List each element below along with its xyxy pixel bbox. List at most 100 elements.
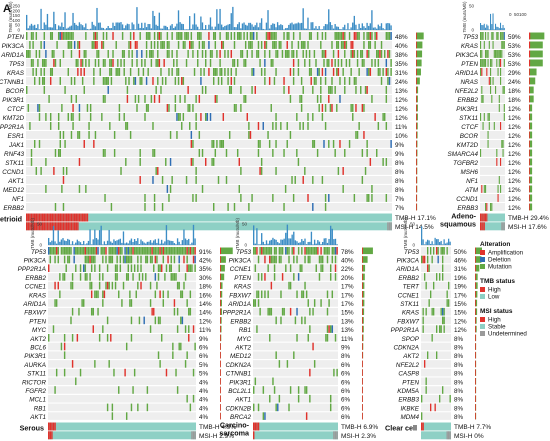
alteration-cell <box>487 32 489 40</box>
frequency-amp-segment <box>475 291 476 298</box>
alteration-legend-swatch <box>480 250 485 255</box>
alteration-cell <box>428 299 430 307</box>
alteration-cell <box>276 50 279 58</box>
row-background <box>26 158 392 166</box>
gene-frequency: 4% <box>199 388 209 395</box>
alteration-cell <box>146 386 149 394</box>
alteration-cell <box>302 176 304 184</box>
alteration-cell <box>288 281 290 290</box>
tmb-high-cell <box>40 213 42 222</box>
alteration-cell <box>308 68 311 76</box>
alteration-cell <box>384 113 386 121</box>
alteration-cell <box>312 176 314 184</box>
alteration-cell <box>336 32 338 40</box>
tmb-bar <box>296 241 298 245</box>
alteration-cell <box>270 307 273 316</box>
gene-row: FBXW7 14% <box>24 307 222 317</box>
alteration-cell <box>176 59 178 67</box>
alteration-cell <box>111 412 114 420</box>
alteration-cell <box>197 32 199 40</box>
alteration-cell <box>54 203 57 211</box>
alteration-cell <box>264 273 266 281</box>
msi-legend-swatch <box>480 317 485 322</box>
tmb-bar <box>222 27 224 30</box>
tmb-tick-label: 50 <box>469 4 475 9</box>
tmb-bar <box>439 242 441 245</box>
tmb-bar <box>38 29 41 30</box>
alteration-cell <box>500 77 502 85</box>
alteration-cell <box>422 316 424 325</box>
alteration-cell <box>495 50 497 58</box>
alteration-cell <box>307 41 309 49</box>
gene-row: TP53 59% <box>463 32 545 41</box>
alteration-cell <box>106 316 109 325</box>
gene-row: TGFBR2 12% <box>453 158 533 167</box>
alteration-cell <box>267 131 269 139</box>
frequency-amp-segment <box>416 140 417 148</box>
gene-frequency: 8% <box>454 414 464 421</box>
alteration-cell <box>334 264 337 272</box>
alteration-cell <box>324 50 327 58</box>
alteration-cell <box>387 77 389 85</box>
tmb-high-cell <box>78 213 81 222</box>
frequency-bar <box>529 41 543 49</box>
alteration-cell <box>289 386 292 394</box>
alteration-cell <box>137 281 139 290</box>
tmb-high-cell <box>56 213 58 222</box>
gene-name: TP53 <box>9 61 25 68</box>
tmb-bar <box>177 10 180 30</box>
alteration-cell <box>101 113 103 121</box>
alteration-cell <box>123 59 125 67</box>
frequency-amp-segment <box>529 203 530 211</box>
alteration-cell <box>264 77 266 85</box>
alteration-cell <box>94 247 96 255</box>
alteration-cell <box>425 281 427 290</box>
tmb-bar <box>170 240 172 245</box>
frequency-amp-segment <box>416 158 417 166</box>
alteration-cell <box>126 86 129 94</box>
row-background <box>421 377 451 386</box>
alteration-cell <box>194 247 196 255</box>
gene-name: RICTOR <box>22 379 46 386</box>
tmb-high-cell <box>57 213 60 222</box>
alteration-cell <box>51 68 54 76</box>
alteration-cell <box>422 307 424 316</box>
alteration-cell <box>350 104 352 112</box>
alteration-cell <box>62 203 65 211</box>
alteration-cell <box>73 77 76 85</box>
frequency-amp-segment <box>362 308 363 315</box>
alteration-cell <box>108 281 110 290</box>
alteration-cell <box>173 247 176 255</box>
alteration-cell <box>130 334 133 342</box>
alteration-cell <box>176 325 179 333</box>
alteration-cell <box>328 59 330 67</box>
alteration-cell <box>324 194 327 202</box>
row-background <box>26 95 392 103</box>
tmb-bar <box>83 27 85 30</box>
alteration-cell <box>197 59 199 67</box>
alteration-cell <box>377 122 380 130</box>
alteration-cell <box>334 32 336 40</box>
alteration-cell <box>500 185 502 193</box>
alteration-cell <box>342 32 344 40</box>
alteration-cell <box>232 59 234 67</box>
alteration-cell <box>91 41 93 49</box>
gene-frequency: 7% <box>395 205 405 212</box>
tmb-bar <box>427 239 429 245</box>
alteration-cell <box>200 77 202 85</box>
msi-high-cell <box>482 222 484 231</box>
alteration-cell <box>380 50 383 58</box>
alteration-cell <box>73 247 75 255</box>
alteration-cell <box>75 264 77 272</box>
alteration-cell <box>152 149 154 157</box>
alteration-cell <box>154 316 157 325</box>
alteration-cell <box>70 95 73 103</box>
tmb-bar <box>358 23 360 30</box>
alteration-cell <box>45 113 47 121</box>
alteration-legend-swatch <box>480 264 485 269</box>
gene-frequency: 12% <box>508 196 521 203</box>
alteration-cell <box>78 104 81 112</box>
